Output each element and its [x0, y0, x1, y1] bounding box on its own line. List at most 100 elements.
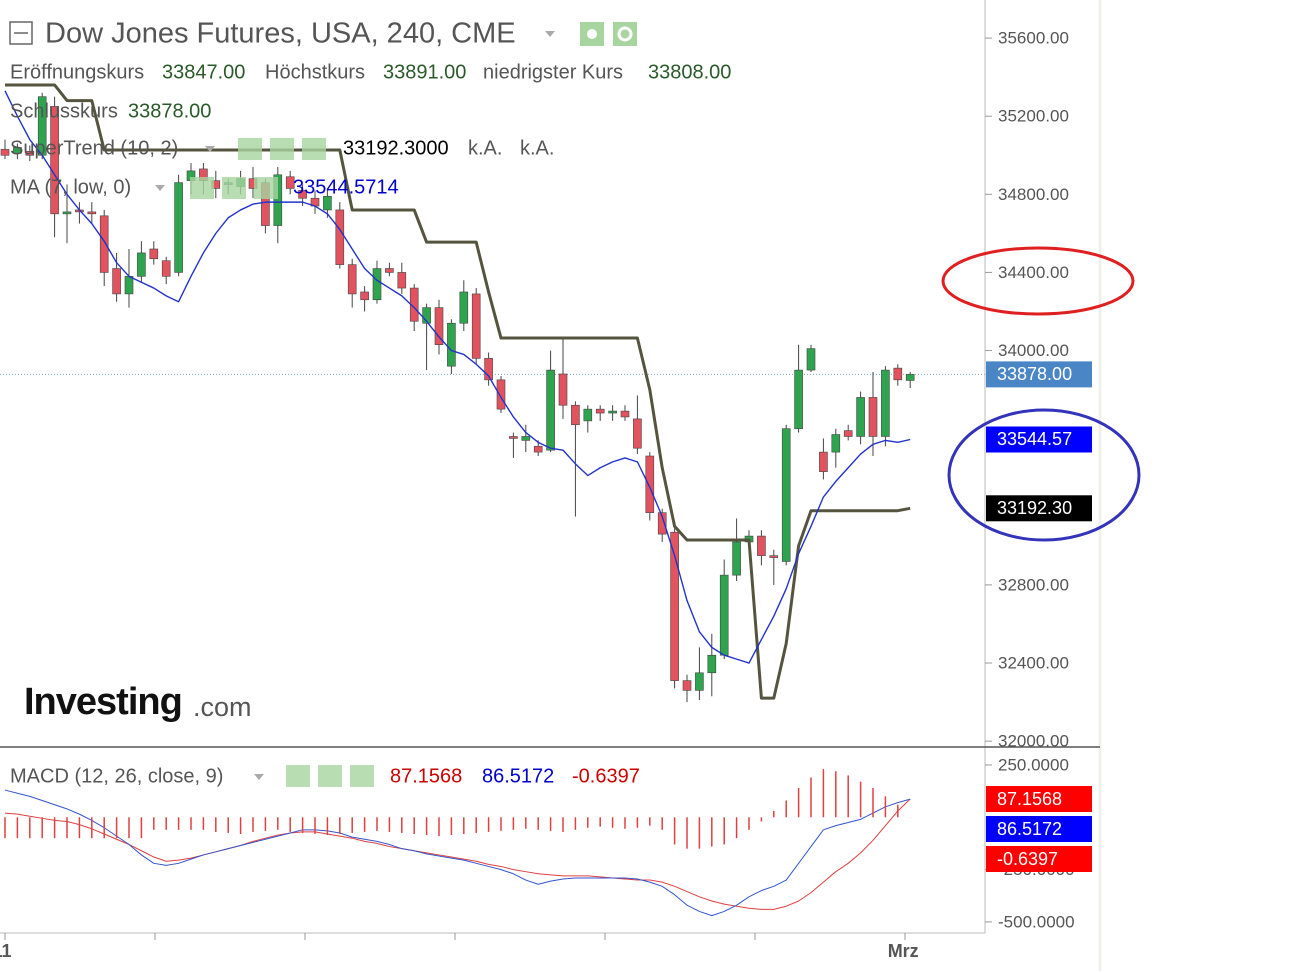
candle-body [372, 268, 382, 301]
candle-body [335, 209, 345, 265]
price-badge [986, 816, 1092, 842]
candle-body [571, 404, 580, 426]
candle-body [509, 436, 518, 439]
ohlc-value: 33891.00 [383, 61, 466, 83]
x-tick-label: 11 [0, 941, 12, 961]
candle-body [843, 430, 853, 437]
settings-button[interactable] [270, 138, 294, 160]
candle-body [323, 195, 332, 211]
candle-body [0, 149, 10, 156]
y-tick-label: 34400.00 [998, 263, 1069, 282]
candle-body [657, 512, 667, 535]
candle-body [99, 215, 109, 273]
price-badge-label: 87.1568 [997, 789, 1062, 809]
eye-icon [587, 29, 597, 39]
indicator-name: SuperTrend (10, 2) [10, 137, 178, 159]
collapse-button[interactable] [9, 21, 33, 45]
indicator-value: 33192.3000 [343, 137, 449, 159]
candle-body [806, 348, 816, 371]
annotation-ellipse [941, 246, 1135, 316]
ohlc-label: Eröffnungskurs [10, 61, 144, 83]
dropdown-arrow[interactable] [545, 31, 555, 37]
candle-body [385, 268, 394, 273]
candle-body [794, 369, 803, 429]
price-badge [986, 495, 1092, 522]
ohlc-value: 33808.00 [648, 61, 731, 83]
eye-button[interactable] [190, 177, 214, 199]
settings-button[interactable] [318, 765, 342, 787]
candle-body [633, 418, 642, 449]
price-badge-label: 86.5172 [997, 819, 1062, 839]
axes: 35600.00 35200.00 34800.00 34400.00 34000.00… [0, 29, 1075, 961]
candle-body [447, 322, 456, 367]
price-badge-label: 33192.30 [997, 498, 1072, 518]
eye-button[interactable] [238, 138, 262, 160]
remove-button[interactable] [350, 765, 374, 787]
dropdown-arrow[interactable] [205, 146, 215, 152]
candle-body [397, 272, 407, 289]
candle-body [50, 106, 59, 215]
settings-button[interactable] [222, 177, 246, 199]
candle-body [769, 555, 779, 558]
candle-body [149, 248, 159, 260]
annotation-ellipse [947, 408, 1141, 542]
price-badge-label: -0.6397 [997, 849, 1058, 869]
candle-body [682, 680, 692, 691]
price-badge-label: 33878.00 [997, 364, 1072, 384]
candle-body [905, 374, 915, 381]
instrument-title: Dow Jones Futures, USA, 240, CME [45, 18, 516, 50]
candle-body [285, 176, 295, 189]
dropdown-arrow[interactable] [254, 774, 264, 780]
candle-body [62, 211, 72, 215]
y-tick-label: 250.0000 [998, 755, 1069, 774]
candle-body [422, 307, 431, 324]
remove-button[interactable] [302, 138, 326, 160]
candle-body [868, 397, 878, 437]
legend: Dow Jones Futures, USA, 240, CME Eröffnu… [9, 18, 731, 787]
settings-button[interactable] [613, 22, 637, 46]
price-badges: 33878.00 33192.30 33544.57 87.1568 86.5172 -0… [986, 361, 1092, 872]
candle-body [719, 574, 729, 656]
indicator-value: k.A. [468, 137, 502, 159]
indicator-value: 87.1568 [390, 765, 462, 787]
candle-body [533, 445, 543, 453]
candle-body [645, 455, 655, 513]
candle-body [893, 367, 903, 381]
candle-body [831, 434, 841, 453]
candle-body [174, 182, 183, 273]
remove-button[interactable] [254, 177, 278, 199]
candle-body [347, 264, 357, 295]
price-badge [986, 786, 1092, 812]
candle-body [25, 151, 35, 156]
candle-body [459, 291, 469, 324]
candle-body [620, 410, 630, 418]
candle-body [521, 436, 531, 441]
candle-body [496, 379, 506, 410]
price-badge-label: 33544.57 [997, 429, 1072, 449]
price-badge [986, 846, 1092, 872]
candle-body [273, 174, 283, 226]
candle-body [112, 268, 121, 295]
indicator-line [4, 90, 911, 664]
ohlc-value: 33847.00 [162, 61, 245, 83]
y-tick-label: 35200.00 [998, 107, 1069, 126]
price-badge [986, 361, 1092, 388]
indicator-value: 86.5172 [482, 765, 554, 787]
gear-icon [617, 26, 633, 42]
candle-body [881, 369, 890, 437]
candle-body [695, 672, 704, 691]
ohlc-value: 33878.00 [128, 100, 211, 122]
indicator-value: 33544.5714 [293, 176, 399, 198]
plot-area [0, 83, 985, 917]
x-tick-label: Mrz [888, 941, 919, 961]
eye-button[interactable] [286, 765, 310, 787]
y-tick-label: 32000.00 [998, 732, 1069, 751]
candle-body [670, 531, 679, 681]
candle-body [161, 260, 171, 277]
y-tick-label: 32400.00 [998, 654, 1069, 673]
dropdown-arrow[interactable] [155, 185, 165, 191]
candle-body [757, 535, 766, 556]
candle-body [13, 147, 22, 154]
indicator-line [5, 83, 911, 700]
